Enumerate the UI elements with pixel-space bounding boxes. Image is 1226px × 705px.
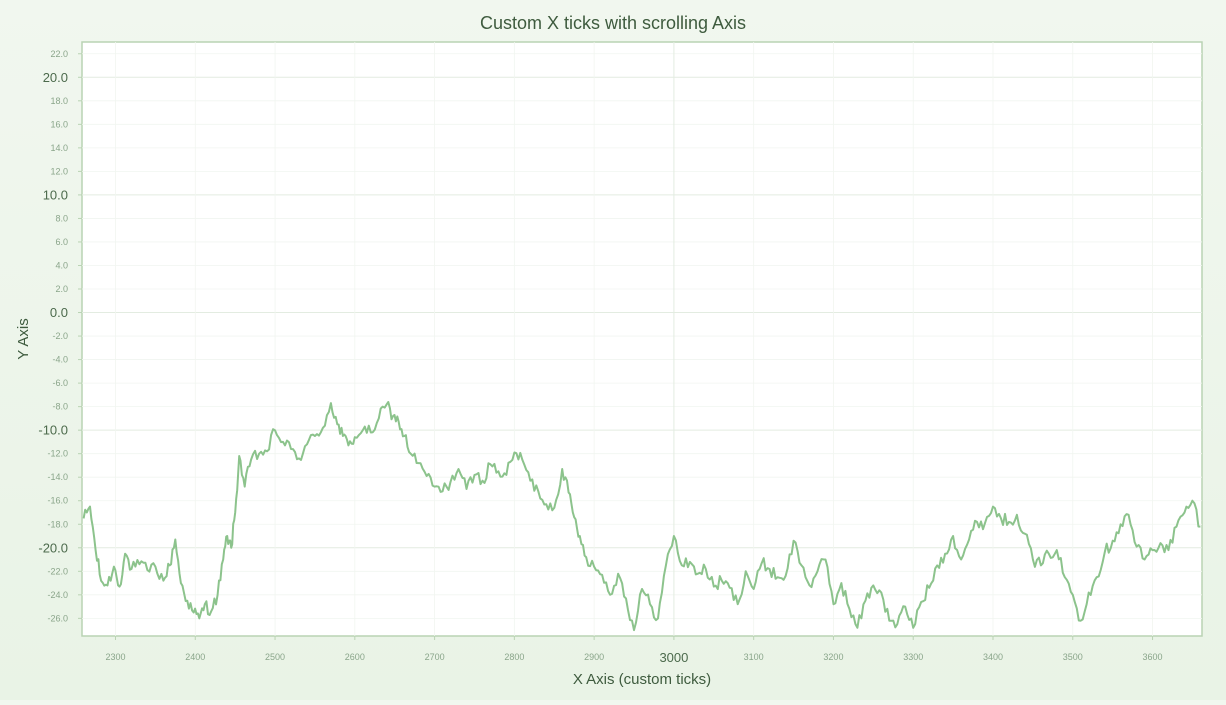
y-tick-label: -8.0	[52, 402, 68, 412]
y-axis-ticks: 22.0 20.0 18.0 16.0 14.0 12.0 10.0 8.0 6.0 4.0 2.0…	[38, 49, 82, 623]
x-tick-label: 2800	[504, 652, 524, 662]
y-axis-title: Y Axis	[15, 318, 32, 359]
y-tick-label: 12.0	[50, 166, 68, 176]
x-tick-label: 2400	[185, 652, 205, 662]
chart-title: Custom X ticks with scrolling Axis	[480, 13, 746, 33]
y-tick-label: -26.0	[47, 613, 68, 623]
y-tick-label: 10.0	[43, 187, 68, 202]
y-tick-label: 22.0	[50, 49, 68, 59]
y-tick-label: 0.0	[50, 305, 68, 320]
y-tick-label: 14.0	[50, 143, 68, 153]
y-tick-label: -12.0	[47, 449, 68, 459]
x-tick-label: 3100	[744, 652, 764, 662]
y-tick-label: 8.0	[55, 213, 68, 223]
x-tick-label: 2700	[425, 652, 445, 662]
y-tick-label: -18.0	[47, 519, 68, 529]
x-tick-label: 3500	[1063, 652, 1083, 662]
y-tick-label: 18.0	[50, 96, 68, 106]
y-tick-label: -2.0	[52, 331, 68, 341]
x-tick-label: 2900	[584, 652, 604, 662]
x-tick-label: 2300	[105, 652, 125, 662]
x-axis-title: X Axis (custom ticks)	[573, 671, 711, 688]
y-tick-label: -14.0	[47, 472, 68, 482]
y-tick-label: -24.0	[47, 590, 68, 600]
y-tick-label: 16.0	[50, 119, 68, 129]
x-tick-label: 3200	[823, 652, 843, 662]
y-tick-label: -6.0	[52, 378, 68, 388]
grid-lines	[82, 42, 1202, 636]
x-tick-label: 3600	[1143, 652, 1163, 662]
x-tick-label: 3000	[659, 650, 688, 665]
y-tick-label: -4.0	[52, 355, 68, 365]
y-tick-label: 20.0	[43, 70, 68, 85]
y-tick-label: 2.0	[55, 284, 68, 294]
y-tick-label: -22.0	[47, 566, 68, 576]
series-line	[82, 401, 1201, 632]
y-tick-label: 4.0	[55, 260, 68, 270]
y-tick-label: -10.0	[38, 423, 68, 438]
y-tick-label: -20.0	[38, 540, 68, 555]
y-tick-label: 6.0	[55, 237, 68, 247]
x-tick-label: 2500	[265, 652, 285, 662]
plot-area	[81, 41, 1203, 637]
x-tick-label: 3400	[983, 652, 1003, 662]
y-tick-label: -16.0	[47, 496, 68, 506]
x-axis-ticks: 2300 2400 2500 2600 2700 2800 2900 3000 3100 3200…	[105, 636, 1163, 665]
x-tick-label: 3300	[903, 652, 923, 662]
x-tick-label: 2600	[345, 652, 365, 662]
series-layer	[82, 401, 1201, 632]
